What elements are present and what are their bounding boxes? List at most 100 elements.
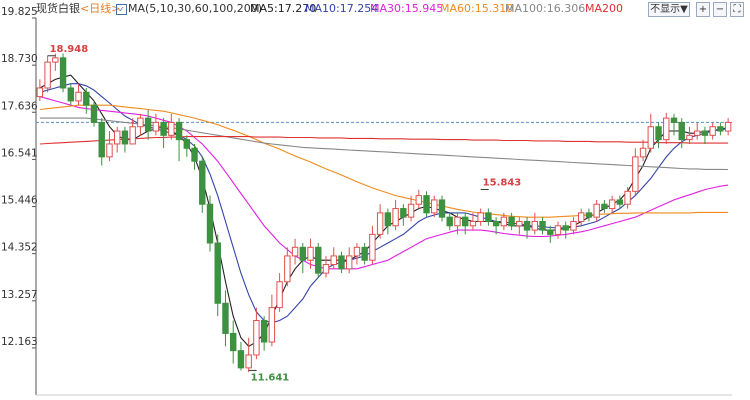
candle [616,195,624,209]
candle [183,135,191,157]
indicator-ma100: MA100:16.306 [505,2,586,15]
candle [539,217,546,235]
candle [438,195,446,222]
candle-body [639,147,647,158]
candle [175,118,183,162]
candle-body [531,220,539,231]
candle-body [508,216,515,227]
candle-body [655,126,662,141]
instrument-title: 现货白银 [36,2,80,15]
candle [508,212,515,231]
candle [268,294,276,347]
candle-body [168,121,175,136]
candle [113,126,121,153]
ma-line-ma60 [39,104,729,218]
candle [423,191,430,218]
candlesticks [36,53,732,373]
candle [492,217,500,235]
y-tick-label: 14.352 [1,242,38,254]
candle [260,316,268,351]
candle-body [431,199,438,214]
candle [98,118,105,166]
candle-body [709,126,716,136]
candle-body [245,354,252,369]
candle-body [229,332,237,352]
candle [585,208,593,222]
ma-line-ma30 [39,96,729,270]
candle-body [601,203,608,210]
candle [461,212,469,235]
fullscreen-icon[interactable]: ⛶ [730,2,744,17]
candle-body [647,126,655,149]
zoom-out-icon[interactable]: − [713,2,727,17]
candle [291,238,299,265]
candle-body [446,216,453,227]
candle-body [98,121,105,158]
candle-body [547,229,554,235]
candle-body [222,302,229,334]
candle-body [113,130,121,145]
candle [160,118,167,149]
indicator-ma30: MA30:15.945 [370,2,444,15]
candle-body [717,126,724,132]
candle [415,189,423,209]
y-axis: 19.825 18.730 17.636 16.541 15.446 14.352 13.2… [1,6,732,396]
candle [137,113,144,136]
candle [670,113,678,136]
period-selector[interactable]: <日线> [80,2,121,15]
ma-line-ma200 [39,136,729,145]
candle-body [260,320,268,343]
candle-body [562,225,569,231]
candle-body [477,212,484,222]
indicator-ma60: MA60:15.310 [440,2,514,15]
candle-body [199,160,206,205]
candle [345,247,353,274]
candle-body [353,246,361,257]
candle [678,118,685,149]
candle-body [322,264,330,274]
candle-body [516,220,523,227]
candle-body [237,350,245,369]
candle-body [616,199,624,205]
candle [469,212,477,231]
zoom-in-icon[interactable]: + [696,2,710,17]
candle-body [469,220,477,227]
candle-body [554,225,562,235]
candle-body [291,246,299,257]
candle-body [276,281,283,309]
candle-body [585,212,593,218]
candle [477,208,484,226]
candle-body [438,199,446,218]
candle [431,195,438,218]
candle [717,122,724,136]
candle-body [678,121,685,141]
candle [168,113,175,140]
indicator-ma5: MA5:17.270 [250,2,317,15]
candle [701,126,709,144]
candle [222,290,229,347]
candle-body [59,57,67,89]
candle [392,199,399,231]
candle [454,212,461,235]
candle [686,126,693,144]
candle-body [175,121,183,141]
candle [307,238,314,269]
candle-body [423,195,430,214]
annotation-label: 11.641 [251,372,290,383]
y-tick-label: 17.636 [1,100,38,112]
candle-body [608,199,616,210]
candle-body [392,208,399,227]
candle [129,118,136,145]
ma-settings-label[interactable]: MA(5,10,30,60,100,200) [128,2,263,15]
candle-body [369,233,376,261]
ma-checkbox-icon[interactable]: ✓ [116,4,127,15]
candle [647,113,655,153]
hide-dropdown-button[interactable]: 不显示▼ [648,2,690,17]
candle-body [144,117,152,132]
candle-body [106,143,113,158]
candle [376,204,384,239]
candle-body [663,117,670,141]
candle [144,109,152,140]
